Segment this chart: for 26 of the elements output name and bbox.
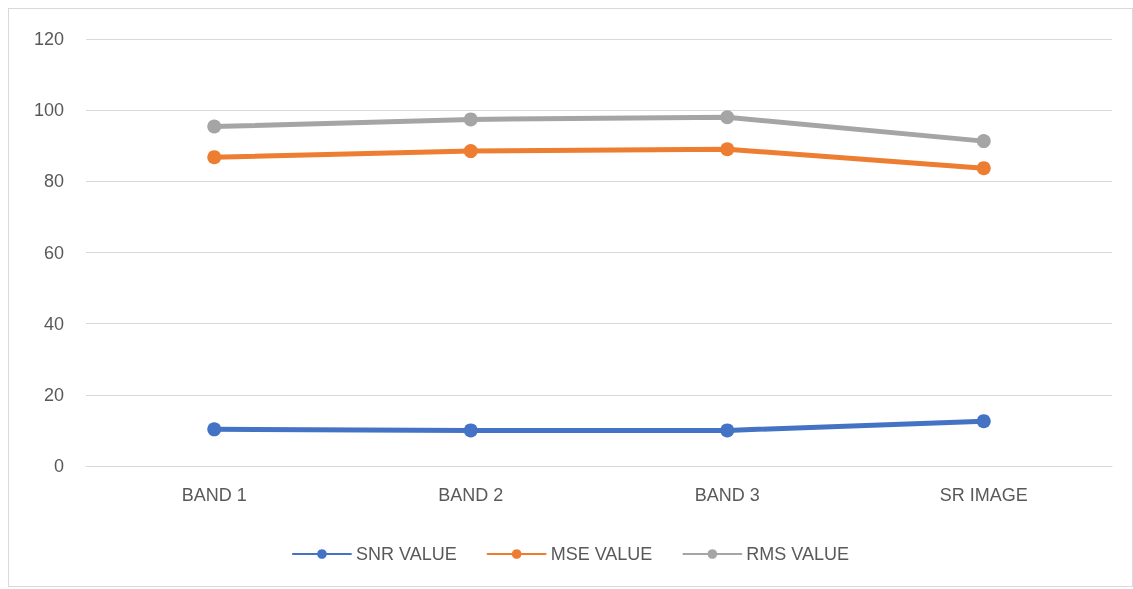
point xyxy=(976,161,991,176)
y-tick-label: 120 xyxy=(33,29,64,49)
y-tick-label: 80 xyxy=(43,171,64,192)
point xyxy=(207,422,222,437)
y-tick-label: 40 xyxy=(43,313,64,334)
point xyxy=(720,142,735,157)
legend-label: MSE VALUE xyxy=(550,544,653,564)
y-tick-label: 20 xyxy=(43,384,64,405)
y-tick-label: 0 xyxy=(53,456,64,476)
legend-label: RMS VALUE xyxy=(746,544,850,564)
legend-label: SNR VALUE xyxy=(355,544,457,564)
point xyxy=(720,110,735,125)
x-tick-label: BAND 2 xyxy=(438,485,504,505)
x-tick-label: BAND 3 xyxy=(694,485,760,505)
x-tick-label: SR IMAGE xyxy=(939,485,1028,505)
y-tick-label: 60 xyxy=(43,242,64,263)
point xyxy=(207,119,222,134)
point xyxy=(463,423,478,438)
point xyxy=(976,414,991,429)
point xyxy=(207,150,222,165)
point xyxy=(720,423,735,438)
point xyxy=(463,112,478,127)
y-tick-label: 100 xyxy=(33,100,64,121)
point xyxy=(976,134,991,149)
point xyxy=(463,144,478,159)
x-tick-label: BAND 1 xyxy=(181,485,247,505)
